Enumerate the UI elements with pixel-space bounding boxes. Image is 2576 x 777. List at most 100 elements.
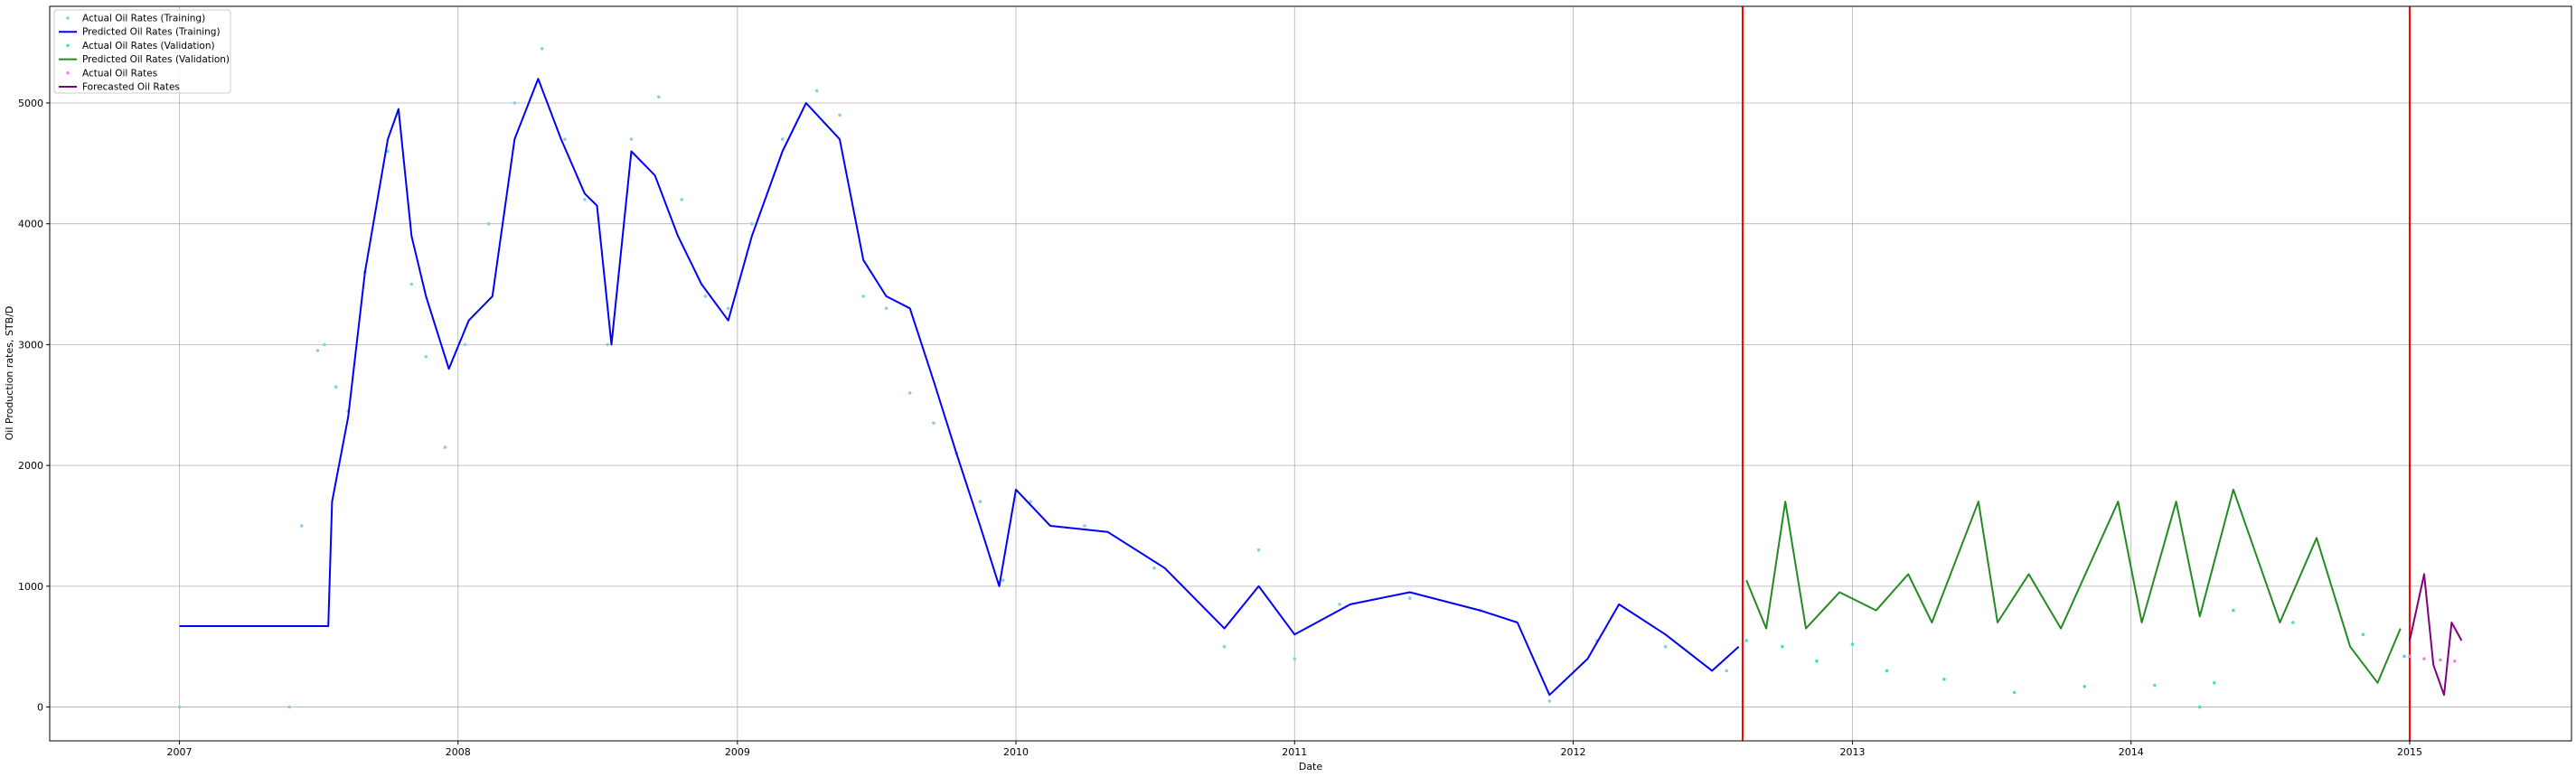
data-point [2291, 621, 2295, 624]
legend-entry-predicted-oil-rates-validation: Predicted Oil Rates (Validation) [82, 54, 230, 65]
data-point [1942, 678, 1946, 681]
legend-swatch-actual-oil-rates [66, 71, 70, 75]
data-point [2012, 690, 2017, 695]
data-point [657, 95, 661, 99]
data-point [2439, 658, 2442, 662]
y-tick-label: 5000 [18, 98, 43, 109]
x-tick-label: 2007 [167, 746, 193, 758]
data-point [287, 705, 292, 709]
x-tick-label: 2009 [725, 746, 750, 758]
data-point [2422, 657, 2426, 660]
data-point [907, 391, 912, 395]
data-point [1885, 669, 1889, 673]
data-point [1083, 524, 1086, 528]
data-point [884, 306, 888, 311]
data-point [1725, 669, 1728, 673]
data-point [2213, 681, 2216, 685]
vertical-markers [1741, 6, 2411, 741]
data-point [1293, 657, 1297, 660]
x-tick-label: 2014 [2119, 746, 2144, 758]
data-point [1850, 642, 1855, 646]
data-point [1815, 659, 1819, 663]
data-point [1029, 500, 1032, 503]
data-point [334, 385, 338, 389]
data-point [1338, 603, 1341, 606]
legend: Actual Oil Rates (Training) Predicted Oil… [53, 9, 231, 94]
series-line-predicted-oil-rates-training [179, 78, 1740, 697]
series-dots-actual-oil-rates-validation [1744, 608, 2406, 709]
legend-swatch-actual-oil-rates-validation [66, 43, 70, 48]
y-axis-ticks: 0 1000 2000 3000 4000 5000 [18, 98, 50, 714]
y-axis-label: Oil Production rates, STB/D [4, 306, 15, 441]
data-point [726, 306, 730, 311]
legend-entry-actual-oil-rates-validation: Actual Oil Rates (Validation) [82, 41, 215, 51]
x-tick-label: 2013 [1840, 746, 1866, 758]
y-tick-label: 0 [37, 702, 43, 714]
x-tick-label: 2012 [1560, 746, 1585, 758]
data-point [315, 349, 320, 352]
data-point [512, 101, 517, 105]
legend-entry-predicted-oil-rates-training: Predicted Oil Rates (Training) [82, 27, 221, 38]
data-point [2198, 705, 2202, 709]
data-point [2361, 632, 2365, 637]
data-point [780, 137, 785, 141]
data-point [814, 89, 819, 93]
data-point [409, 282, 414, 286]
legend-entry-actual-oil-rates-training: Actual Oil Rates (Training) [82, 14, 205, 24]
data-point [932, 421, 935, 426]
data-point [2453, 659, 2457, 663]
data-point [1256, 548, 1261, 552]
data-point [323, 342, 326, 347]
data-point [978, 500, 982, 503]
x-tick-label: 2010 [1003, 746, 1029, 758]
data-point [1408, 596, 1412, 600]
data-point [703, 295, 708, 298]
data-point [680, 198, 683, 201]
data-point [1663, 644, 1668, 649]
series-line-forecasted-oil-rates [2409, 573, 2463, 697]
data-point [1744, 639, 1748, 642]
data-point [386, 149, 390, 154]
data-point [583, 198, 587, 201]
data-point [2153, 683, 2157, 688]
data-point [540, 47, 544, 51]
x-tick-label: 2008 [446, 746, 471, 758]
y-tick-label: 3000 [18, 339, 43, 351]
data-point [750, 221, 754, 226]
data-point [606, 342, 610, 347]
data-point [443, 445, 447, 449]
data-point [838, 113, 841, 117]
data-point [563, 137, 567, 141]
data-point [2082, 685, 2087, 688]
data-point [629, 137, 634, 141]
x-tick-label: 2015 [2397, 746, 2422, 758]
series-line-predicted-oil-rates-validation [1745, 488, 2402, 684]
x-axis-label: Date [1299, 761, 1323, 772]
data-point [424, 355, 428, 359]
data-point [1222, 644, 1227, 649]
data-point [1781, 644, 1784, 649]
data-point [2232, 608, 2235, 613]
legend-swatch-actual-oil-rates-training [66, 16, 70, 20]
y-tick-label: 4000 [18, 219, 43, 230]
series-layer [177, 47, 2463, 709]
legend-entry-actual-oil-rates: Actual Oil Rates [82, 68, 157, 79]
data-point [1547, 699, 1552, 703]
data-point [2408, 654, 2411, 659]
data-point [1001, 578, 1005, 582]
legend-box [53, 9, 231, 94]
data-point [2402, 654, 2406, 659]
data-point [486, 221, 491, 226]
data-point [177, 705, 182, 709]
x-tick-label: 2011 [1282, 746, 1307, 758]
plot-frame [49, 5, 2572, 742]
data-point [1152, 566, 1156, 570]
series-dots-actual-oil-rates [2408, 654, 2457, 663]
data-point [861, 295, 865, 298]
x-axis-ticks: 2007 2008 2009 2010 2011 2012 2013 2014 2015 [167, 741, 2422, 758]
legend-entry-forecasted-oil-rates: Forecasted Oil Rates [82, 82, 180, 93]
y-tick-label: 1000 [18, 581, 43, 593]
grid-layer [50, 6, 2571, 741]
y-tick-label: 2000 [18, 460, 43, 472]
